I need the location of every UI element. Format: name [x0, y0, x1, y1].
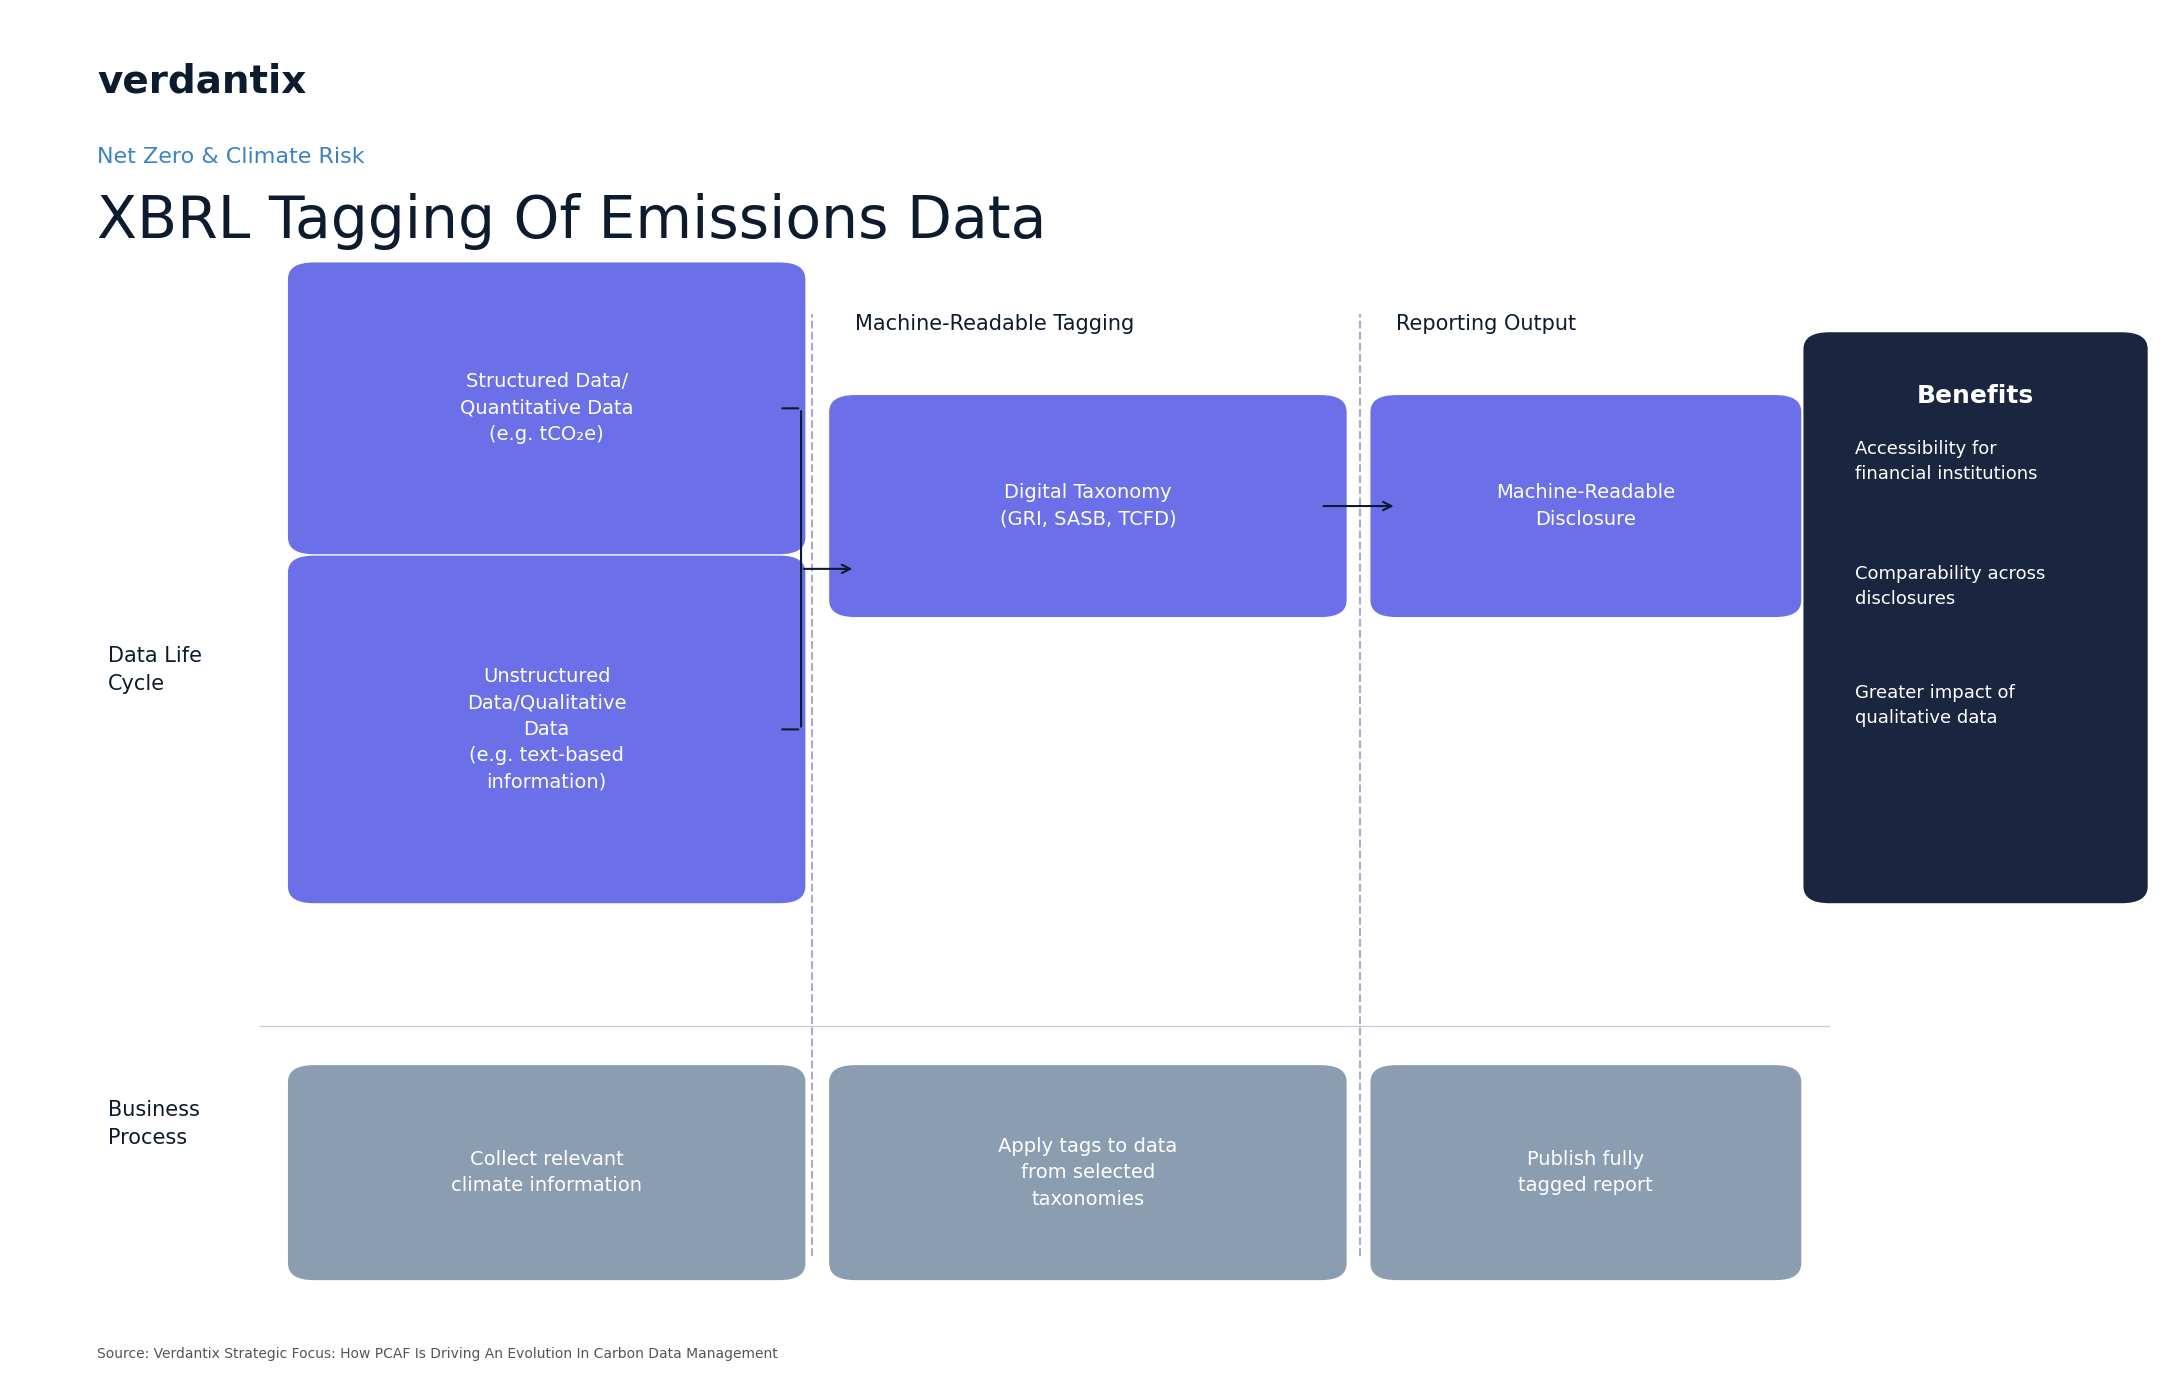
Text: Digital Taxonomy
(GRI, SASB, TCFD): Digital Taxonomy (GRI, SASB, TCFD) [1000, 483, 1176, 529]
FancyBboxPatch shape [1370, 1065, 1801, 1280]
FancyBboxPatch shape [288, 262, 805, 554]
FancyBboxPatch shape [1803, 332, 2148, 903]
Text: Comparability across
disclosures: Comparability across disclosures [1855, 565, 2046, 609]
FancyBboxPatch shape [829, 1065, 1347, 1280]
Text: Net Zero & Climate Risk: Net Zero & Climate Risk [97, 147, 366, 166]
FancyBboxPatch shape [829, 395, 1347, 617]
FancyBboxPatch shape [288, 1065, 805, 1280]
Text: XBRL Tagging Of Emissions Data: XBRL Tagging Of Emissions Data [97, 193, 1048, 250]
Text: Benefits: Benefits [1916, 384, 2035, 408]
Text: Unstructured
Data/Qualitative
Data
(e.g. text-based
information): Unstructured Data/Qualitative Data (e.g.… [468, 667, 626, 792]
FancyBboxPatch shape [1370, 395, 1801, 617]
Text: Collect relevant
climate information: Collect relevant climate information [450, 1150, 643, 1195]
Text: Structured Data/
Quantitative Data
(e.g. tCO₂e): Structured Data/ Quantitative Data (e.g.… [459, 373, 634, 444]
Text: Greater impact of
qualitative data: Greater impact of qualitative data [1855, 684, 2016, 727]
Text: Machine-Readable
Disclosure: Machine-Readable Disclosure [1496, 483, 1676, 529]
Text: Accessibility for
financial institutions: Accessibility for financial institutions [1855, 440, 2037, 483]
FancyBboxPatch shape [288, 556, 805, 903]
Text: Apply tags to data
from selected
taxonomies: Apply tags to data from selected taxonom… [998, 1136, 1178, 1209]
Text: Reporting Output: Reporting Output [1396, 314, 1576, 334]
Text: Data Life
Cycle: Data Life Cycle [108, 646, 201, 694]
Text: Data Input: Data Input [314, 314, 424, 334]
Text: Publish fully
tagged report: Publish fully tagged report [1518, 1150, 1654, 1195]
Text: verdantix: verdantix [97, 63, 307, 101]
Text: Source: Verdantix Strategic Focus: How PCAF Is Driving An Evolution In Carbon Da: Source: Verdantix Strategic Focus: How P… [97, 1347, 777, 1361]
Text: Machine-Readable Tagging: Machine-Readable Tagging [855, 314, 1134, 334]
Text: Business
Process: Business Process [108, 1100, 199, 1148]
